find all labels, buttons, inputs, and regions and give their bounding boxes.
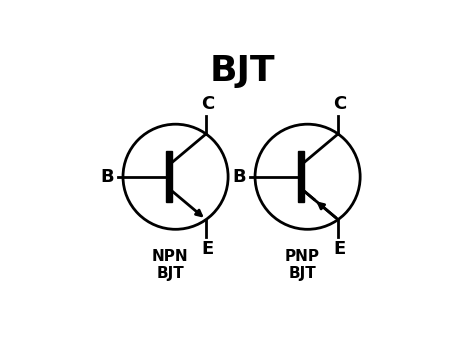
Text: C: C bbox=[333, 95, 346, 113]
Text: C: C bbox=[201, 95, 214, 113]
Text: B: B bbox=[101, 168, 114, 186]
Bar bbox=[166, 151, 172, 202]
Text: NPN
BJT: NPN BJT bbox=[152, 249, 189, 281]
Text: E: E bbox=[333, 240, 346, 258]
Text: PNP
BJT: PNP BJT bbox=[285, 249, 320, 281]
Text: B: B bbox=[233, 168, 246, 186]
Text: BJT: BJT bbox=[210, 54, 276, 88]
Bar bbox=[298, 151, 304, 202]
Text: E: E bbox=[201, 240, 213, 258]
